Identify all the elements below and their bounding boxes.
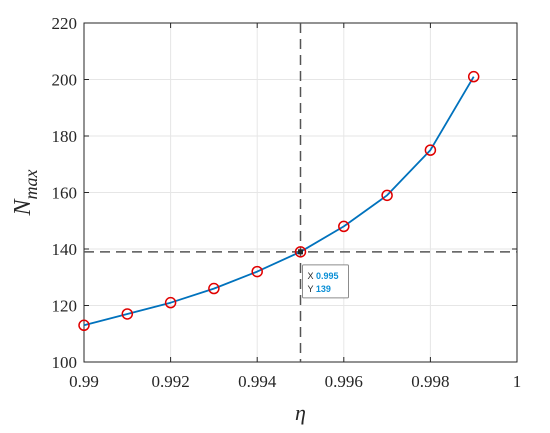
- x-tick-label: 0.998: [411, 372, 449, 391]
- series-group: [78, 70, 480, 332]
- datatip-anchor: [298, 249, 303, 255]
- y-tick-label: 200: [52, 71, 78, 90]
- y-tick-label: 140: [52, 240, 78, 259]
- series-line: [83, 76, 475, 327]
- y-tick-label: 180: [52, 127, 78, 146]
- datatip-y-value: 139: [316, 284, 331, 294]
- y-axis-label-main: N: [10, 198, 36, 217]
- data-point-marker[interactable]: [78, 319, 90, 332]
- x-tick-label: 0.996: [325, 372, 363, 391]
- data-point-marker[interactable]: [338, 220, 350, 233]
- x-tick-label: 0.992: [151, 372, 189, 391]
- x-tick-label: 0.99: [69, 372, 99, 391]
- data-point-marker[interactable]: [294, 246, 307, 258]
- y-tick-label: 120: [52, 297, 78, 316]
- datatip-y-key: Y: [308, 284, 316, 294]
- x-axis-label: η: [295, 400, 306, 425]
- data-point-marker[interactable]: [121, 308, 134, 320]
- datatip-box: [302, 264, 349, 299]
- y-tick-label: 220: [52, 14, 78, 33]
- x-tick-label: 0.994: [238, 372, 277, 391]
- y-axis-label: Nmax: [10, 169, 41, 216]
- x-tick-label: 1: [513, 372, 522, 391]
- data-point-marker[interactable]: [208, 282, 220, 295]
- y-tick-label: 160: [52, 184, 78, 203]
- data-point-marker[interactable]: [424, 144, 437, 156]
- axis-ticks: 0.99 0.992 0.994 0.996 0.998 1 100 120 140 160 180…: [52, 14, 522, 391]
- y-tick-label: 100: [52, 353, 78, 372]
- y-axis-label-subscript: max: [21, 169, 41, 199]
- datatip-x-key: X: [308, 271, 317, 281]
- data-point-marker[interactable]: [381, 189, 393, 202]
- datatip-x-value: 0.995: [316, 271, 339, 281]
- datatip-y-row: Y 139: [308, 284, 331, 294]
- data-point-marker[interactable]: [251, 265, 263, 278]
- data-point-marker[interactable]: [467, 70, 480, 83]
- datatip-x-row: X 0.995: [308, 271, 339, 281]
- data-point-marker[interactable]: [164, 296, 177, 309]
